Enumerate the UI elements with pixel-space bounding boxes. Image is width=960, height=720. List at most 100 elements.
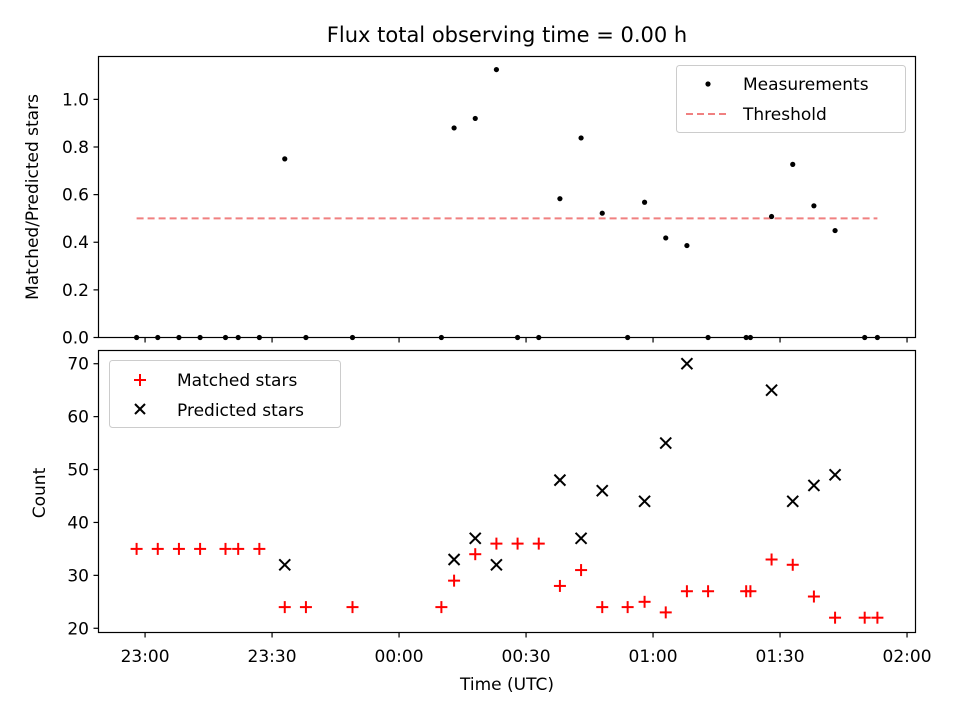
matched-star-point-17 [575, 564, 588, 577]
measurement-point-3 [197, 334, 203, 341]
matched-star-point-1 [151, 542, 164, 555]
predicted-star-point-4 [553, 473, 567, 487]
bottom-y-tick-label-1: 30 [67, 566, 89, 586]
predicted-star-point-9 [680, 357, 694, 370]
matched-star-point-7 [278, 601, 291, 614]
measurement-point-18 [599, 210, 605, 216]
bottom-legend-box [109, 360, 341, 428]
predicted-star-point-10 [765, 383, 778, 397]
bottom-x-tick-label-4: 01:00 [629, 647, 678, 667]
top-y-tick-label-5: 1.0 [62, 90, 89, 110]
measurement-point-12 [472, 115, 478, 122]
top-y-axis-label: Matched/Predicted stars [23, 94, 43, 300]
legend-predicted-label: Predicted stars [177, 401, 304, 421]
top-plot-frame [97, 55, 917, 339]
measurement-point-28 [811, 203, 817, 209]
measurement-point-20 [641, 199, 648, 205]
measurement-point-25 [747, 334, 754, 341]
measurement-point-2 [176, 334, 182, 341]
measurement-point-10 [438, 334, 444, 341]
predicted-star-point-12 [807, 479, 821, 492]
measurement-point-24 [743, 334, 749, 341]
predicted-star-point-3 [490, 558, 503, 571]
measurement-point-29 [832, 227, 838, 234]
matched-star-point-5 [232, 542, 245, 555]
legend-measurements-marker [705, 81, 711, 87]
measurement-point-4 [222, 334, 229, 341]
bottom-y-tick-label-4: 60 [67, 408, 89, 428]
matched-star-point-11 [448, 574, 461, 587]
legend-predicted-marker [134, 403, 146, 415]
matched-star-point-2 [172, 542, 185, 555]
bottom-x-tick-label-2: 00:00 [375, 647, 424, 667]
matched-star-point-30 [858, 611, 871, 624]
legend-matched-label: Matched stars [177, 371, 297, 391]
measurement-point-30 [862, 334, 868, 341]
top-y-tick-label-3: 0.6 [62, 186, 89, 206]
bottom-y-axis: 20 30 40 50 60 70 [67, 355, 99, 639]
bottom-x-tick-label-0: 23:00 [121, 647, 170, 667]
bottom-x-tick-label-1: 23:30 [248, 647, 297, 667]
matched-star-point-9 [346, 601, 359, 614]
bottom-plot-area [130, 357, 884, 624]
matched-star-point-19 [621, 601, 634, 614]
top-y-tick-label-0: 0.0 [62, 329, 89, 349]
measurement-point-11 [451, 125, 457, 131]
matched-star-point-25 [744, 585, 757, 598]
matched-star-point-3 [194, 542, 207, 555]
matched-star-point-18 [596, 601, 609, 614]
top-y-tick-label-4: 0.8 [62, 138, 89, 158]
predicted-star-point-13 [828, 468, 842, 482]
bottom-x-tick-label-6: 02:00 [883, 647, 932, 667]
matched-star-point-0 [130, 542, 143, 555]
matched-star-point-10 [435, 601, 448, 614]
measurement-point-17 [578, 135, 584, 141]
measurement-point-8 [303, 334, 309, 341]
bottom-y-tick-label-3: 50 [67, 461, 89, 481]
legend-threshold-label: Threshold [742, 105, 827, 125]
matched-star-point-15 [532, 537, 545, 550]
bottom-y-tick-label-5: 70 [67, 355, 89, 375]
top-y-tick-label-2: 0.4 [62, 233, 89, 253]
measurement-point-31 [874, 334, 881, 341]
matched-star-point-13 [490, 537, 503, 550]
measurement-point-19 [625, 334, 631, 341]
matched-star-point-28 [807, 590, 820, 603]
predicted-star-point-11 [786, 495, 799, 508]
bottom-x-axis-label: Time (UTC) [459, 675, 554, 695]
predicted-star-point-5 [574, 532, 588, 545]
predicted-star-point-7 [638, 495, 651, 508]
matched-star-point-27 [786, 558, 799, 571]
measurement-point-26 [768, 213, 775, 220]
measurement-point-22 [684, 242, 690, 249]
top-plot-area [133, 66, 881, 341]
bottom-y-axis-label: Count [30, 467, 50, 518]
matched-star-point-8 [299, 601, 312, 614]
legend-measurements-label: Measurements [743, 75, 869, 95]
measurement-point-13 [493, 66, 500, 73]
measurement-point-16 [557, 196, 563, 202]
matched-star-point-22 [680, 585, 693, 598]
measurement-point-21 [663, 235, 669, 241]
top-legend: Measurements Threshold [676, 65, 906, 133]
predicted-star-point-8 [659, 436, 672, 450]
predicted-star-point-1 [447, 553, 461, 566]
top-y-axis: 0.0 0.2 0.4 0.6 0.8 1.0 [62, 90, 99, 349]
matched-star-point-26 [765, 553, 778, 566]
top-chart-title: Flux total observing time = 0.00 h [327, 23, 687, 47]
top-x-axis [144, 337, 908, 343]
matched-star-point-14 [511, 537, 524, 550]
measurement-point-7 [282, 156, 288, 162]
measurement-point-0 [133, 334, 140, 341]
bottom-x-tick-label-5: 01:30 [756, 647, 805, 667]
top-panel: Flux total observing time = 0.00 h 0.0 0.… [23, 23, 917, 349]
measurement-point-27 [790, 161, 796, 167]
predicted-star-point-6 [596, 484, 609, 497]
matched-star-point-4 [219, 542, 232, 555]
matched-star-point-23 [702, 585, 715, 598]
predicted-star-point-2 [469, 532, 482, 545]
matched-star-point-6 [253, 542, 266, 555]
matched-star-point-20 [638, 595, 651, 608]
matched-star-point-21 [659, 606, 672, 619]
